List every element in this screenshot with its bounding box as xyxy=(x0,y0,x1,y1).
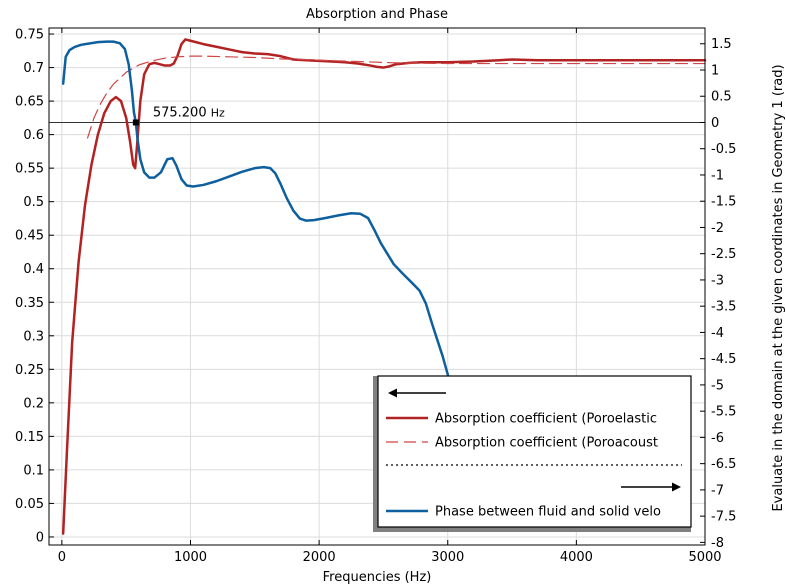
legend-label: Absorption coefficient (Poroacoust xyxy=(435,436,658,451)
y-right-tick-label: 1.5 xyxy=(711,37,732,52)
legend-label: Absorption coefficient (Poroelastic xyxy=(435,412,657,427)
y-right-tick-label: 0 xyxy=(711,116,719,131)
legend: Absorption coefficient (Poroelastic Abso… xyxy=(373,376,691,532)
x-axis-label: Frequencies (Hz) xyxy=(323,570,432,585)
y-left-tick-label: 0.55 xyxy=(15,162,44,177)
legend-label: Phase between fluid and solid velo xyxy=(435,505,661,520)
y-left-tick-label: 0.2 xyxy=(23,396,44,411)
y-left-tick-label: 0.05 xyxy=(15,497,44,512)
y-left-tick-label: 0.6 xyxy=(23,128,44,143)
y-right-tick-label: -7 xyxy=(711,483,724,498)
y-left-tick-label: 0.45 xyxy=(15,229,44,244)
right-y-axis-label: Evaluate in the domain at the given coor… xyxy=(771,64,786,511)
x-tick-label: 3000 xyxy=(431,550,464,565)
y-right-tick-label: -6.5 xyxy=(711,457,736,472)
x-tick-label: 1000 xyxy=(174,550,207,565)
y-left-tick-label: 0.7 xyxy=(23,61,44,76)
annotation-value: 575.200 Hz xyxy=(153,105,225,120)
y-right-tick-label: -0.5 xyxy=(711,142,736,157)
y-left-tick-label: 0.25 xyxy=(15,363,44,378)
annotation-marker xyxy=(133,119,139,125)
y-right-tick-label: 1 xyxy=(711,63,719,78)
x-tick-label: 5000 xyxy=(688,550,721,565)
y-right-tick-label: -3 xyxy=(711,273,724,288)
chart-title: Absorption and Phase xyxy=(306,7,448,22)
y-right-tick-label: -4 xyxy=(711,326,724,341)
series-line-3 xyxy=(63,42,449,380)
y-right-tick-label: -2 xyxy=(711,221,724,236)
y-left-tick-label: 0.1 xyxy=(23,463,44,478)
y-right-tick-label: -5 xyxy=(711,378,724,393)
y-right-tick-label: -4.5 xyxy=(711,352,736,367)
y-right-tick-label: -2.5 xyxy=(711,247,736,262)
y-left-tick-label: 0.5 xyxy=(23,195,44,210)
y-left-tick-label: 0.65 xyxy=(15,95,44,110)
y-left-tick-label: 0 xyxy=(36,530,44,545)
y-right-tick-label: -6 xyxy=(711,431,724,446)
y-left-tick-label: 0.75 xyxy=(15,28,44,43)
y-right-tick-label: -5.5 xyxy=(711,405,736,420)
x-tick-label: 4000 xyxy=(560,550,593,565)
series-line-1 xyxy=(88,56,705,138)
y-right-tick-label: -1 xyxy=(711,168,724,183)
y-left-tick-label: 0.35 xyxy=(15,296,44,311)
x-tick-label: 2000 xyxy=(303,550,336,565)
y-left-tick-label: 0.15 xyxy=(15,430,44,445)
y-left-tick-label: 0.3 xyxy=(23,329,44,344)
x-tick-label: 0 xyxy=(58,550,66,565)
y-right-tick-label: -1.5 xyxy=(711,195,736,210)
y-right-tick-label: -7.5 xyxy=(711,510,736,525)
y-right-tick-label: 0.5 xyxy=(711,90,732,105)
y-left-tick-label: 0.4 xyxy=(23,262,44,277)
y-right-tick-label: -3.5 xyxy=(711,300,736,315)
y-right-tick-label: -8 xyxy=(711,536,724,551)
